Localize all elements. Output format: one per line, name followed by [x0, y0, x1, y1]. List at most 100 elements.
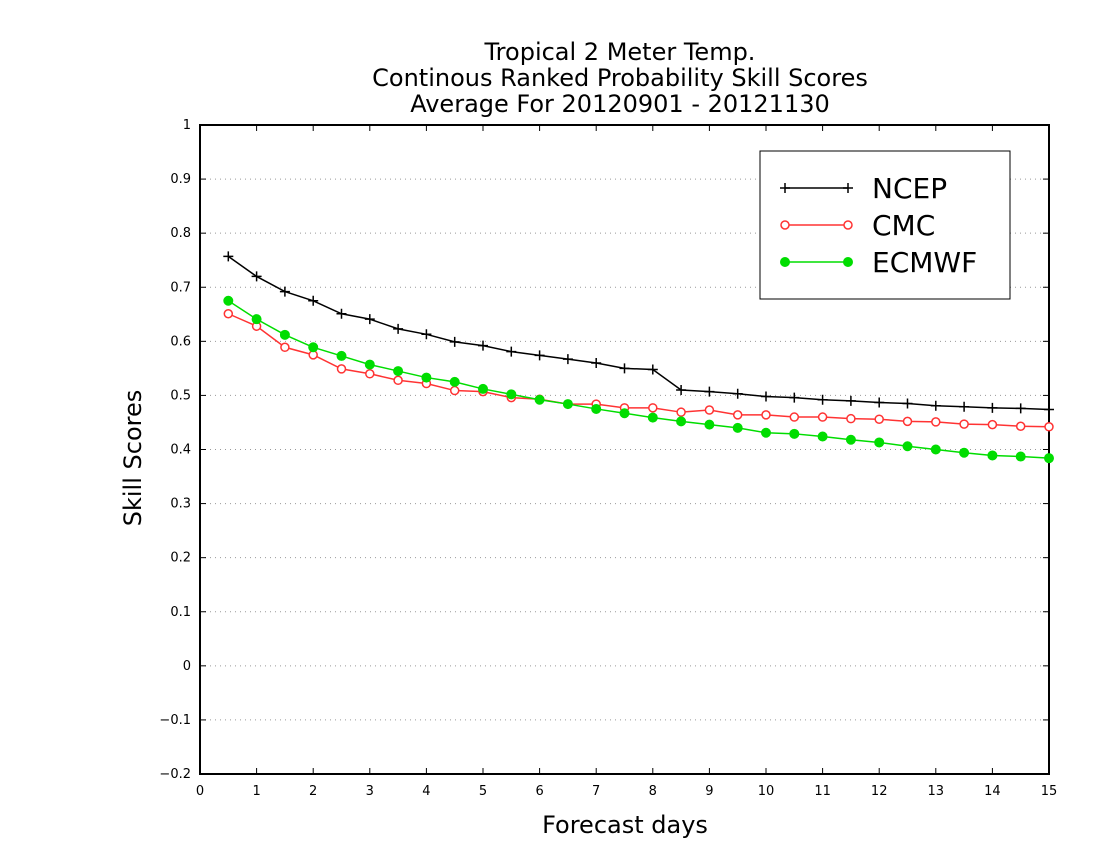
ecmwf-point	[591, 403, 602, 414]
y-tick-label: 0.7	[170, 280, 191, 295]
legend-marker	[780, 183, 790, 193]
legend-item-cmc: CMC	[780, 209, 935, 242]
title-line-1: Tropical 2 Meter Temp.	[484, 38, 756, 66]
cmc-line	[227, 313, 1050, 428]
legend-marker	[843, 183, 853, 193]
ncep-point	[1044, 404, 1054, 415]
ecmwf-point	[845, 434, 856, 445]
cmc-series	[223, 309, 1054, 432]
legend-item-ecmwf: ECMWF	[780, 246, 977, 279]
cmc-point	[1044, 422, 1054, 432]
ecmwf-series	[223, 295, 1054, 464]
ncep-point	[676, 385, 687, 396]
data-series	[223, 251, 1054, 464]
x-tick-label: 7	[592, 784, 600, 799]
y-tick-label: 0.8	[170, 226, 191, 241]
ncep-point	[506, 346, 517, 357]
title-line-2: Continous Ranked Probability Skill Score…	[372, 64, 868, 92]
y-tick-label: 0	[183, 659, 191, 674]
ncep-point	[761, 391, 771, 402]
ecmwf-point	[421, 372, 432, 383]
chart-title: Tropical 2 Meter Temp. Continous Ranked …	[372, 38, 868, 118]
plot-frame	[199, 124, 1050, 775]
x-tick-label: 15	[1041, 784, 1058, 799]
y-tick-label: 0.9	[170, 172, 191, 187]
ecmwf-point	[676, 416, 687, 427]
ecmwf-point	[1015, 451, 1026, 462]
cmc-point	[365, 369, 375, 379]
y-tick-label: 0.1	[170, 605, 191, 620]
y-tick-label: 1	[183, 118, 191, 133]
cmc-point	[280, 342, 290, 353]
y-tick-label: −0.2	[159, 767, 191, 782]
y-tick-label: −0.1	[159, 713, 191, 728]
x-tick-label: 5	[479, 784, 487, 799]
ncep-point	[789, 392, 800, 403]
y-axis-label: Skill Scores	[119, 390, 147, 527]
cmc-point	[336, 364, 347, 374]
ncep-point	[817, 394, 828, 405]
x-tick-label: 10	[758, 784, 775, 799]
ecmwf-point	[732, 422, 743, 433]
legend-marker	[843, 257, 853, 267]
ecmwf-point	[478, 383, 488, 394]
y-tick-label: 0.5	[170, 388, 191, 403]
legend-label-ncep: NCEP	[872, 172, 947, 205]
cmc-point	[223, 309, 234, 319]
ncep-point	[336, 308, 347, 319]
ecmwf-line	[227, 300, 1050, 459]
ecmwf-point	[1044, 453, 1054, 464]
cmc-point	[1015, 421, 1026, 431]
cmc-point	[789, 412, 800, 422]
ecmwf-point	[534, 394, 545, 405]
legend-marker	[780, 257, 790, 267]
ncep-point	[902, 398, 913, 409]
legend-marker	[843, 220, 853, 230]
title-line-3: Average For 20120901 - 20121130	[410, 90, 830, 118]
ecmwf-point	[562, 399, 573, 410]
x-tick-label: 1	[252, 784, 260, 799]
ecmwf-point	[902, 441, 913, 452]
cmc-point	[393, 375, 403, 386]
legend-item-ncep: NCEP	[780, 172, 947, 205]
axes: 10.90.80.70.60.50.40.30.20.10−0.1−0.20 1 2…	[159, 118, 1057, 799]
ncep-point	[591, 357, 602, 368]
legend-label-ecmwf: ECMWF	[872, 246, 977, 279]
ecmwf-point	[364, 359, 375, 370]
ecmwf-point	[789, 428, 800, 439]
ncep-point	[251, 271, 262, 282]
x-tick-label: 13	[928, 784, 945, 799]
ncep-point	[732, 388, 743, 399]
x-tick-label: 3	[366, 784, 374, 799]
ncep-point	[534, 350, 545, 361]
cmc-point	[648, 403, 658, 413]
ecmwf-point	[761, 427, 771, 438]
x-tick-label: 14	[984, 784, 1001, 799]
cmc-point	[931, 417, 941, 427]
ncep-point	[364, 314, 375, 325]
cmc-point	[874, 414, 884, 424]
legend: NCEP CMC ECMWF	[759, 150, 1011, 300]
ncep-point	[874, 397, 885, 408]
ncep-point	[1015, 403, 1026, 414]
ecmwf-point	[506, 389, 517, 400]
ncep-point	[279, 286, 290, 297]
ncep-point	[308, 295, 319, 306]
y-tick-label: 0.6	[170, 334, 191, 349]
x-axis-label: Forecast days	[542, 811, 708, 839]
ecmwf-point	[704, 419, 715, 430]
x-tick-label: 4	[422, 784, 430, 799]
cmc-point	[902, 416, 913, 427]
cmc-point	[959, 419, 969, 429]
ecmwf-point	[647, 412, 658, 423]
ncep-point	[421, 329, 432, 340]
ncep-point	[959, 401, 970, 412]
ncep-point	[449, 336, 460, 347]
ncep-point	[223, 251, 234, 262]
cmc-point	[987, 419, 998, 430]
cmc-point	[817, 412, 828, 422]
x-tick-label: 8	[649, 784, 657, 799]
ecmwf-point	[959, 447, 970, 458]
ecmwf-point	[987, 450, 998, 461]
ncep-point	[845, 395, 856, 406]
